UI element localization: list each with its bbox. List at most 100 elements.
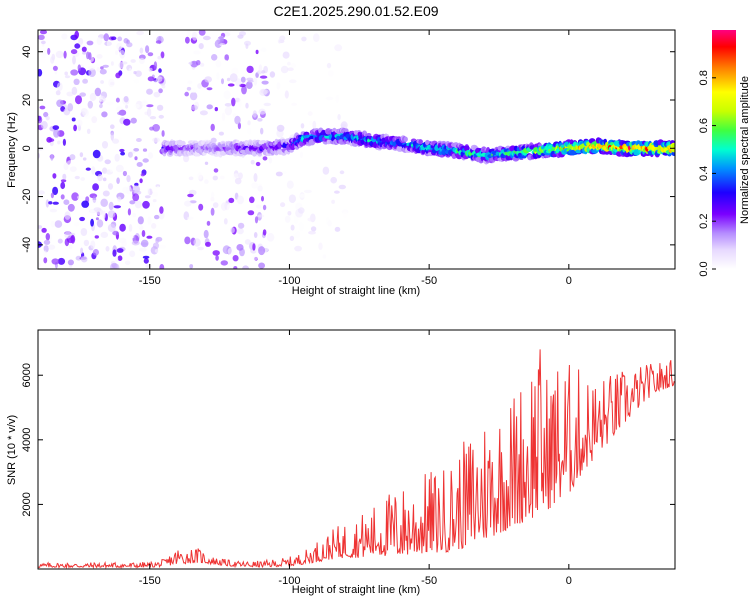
noise-cell-2-26 <box>294 245 302 252</box>
noise-cell-0-15 <box>104 159 111 165</box>
noise-cell-2-67 <box>276 124 285 132</box>
noise-cell-0-263 <box>155 237 160 244</box>
noise-cell-1-126 <box>187 193 194 198</box>
noise-cell-0-249 <box>63 50 67 59</box>
noise-cell-1-93 <box>210 191 215 199</box>
noise-cell-2-34 <box>312 120 317 130</box>
noise-cell-0-124 <box>158 114 164 119</box>
noise-cell-1-146 <box>249 196 255 204</box>
noise-cell-0-95 <box>66 160 75 167</box>
signal-cell <box>671 147 675 153</box>
snr-x-label: Height of straight line (km) <box>292 584 420 596</box>
noise-cell-2-59 <box>298 222 304 231</box>
noise-cell-1-14 <box>260 127 264 135</box>
noise-cell-0-388 <box>158 244 167 249</box>
noise-cell-2-52 <box>338 184 346 190</box>
noise-cell-1-195 <box>220 202 228 211</box>
noise-cell-0-255 <box>62 173 67 180</box>
noise-cell-0-266 <box>86 128 91 134</box>
noise-cell-1-164 <box>204 161 209 165</box>
noise-cell-0-313 <box>93 124 99 133</box>
noise-cell-0-383 <box>117 196 122 202</box>
noise-cell-0-355 <box>80 247 84 255</box>
noise-cell-1-6 <box>241 85 247 95</box>
noise-cell-1-81 <box>233 266 238 269</box>
colorbar-ticks: 0.0 0.2 0.4 0.6 0.8 <box>698 70 716 277</box>
noise-cell-0-368 <box>115 72 121 79</box>
signal-cell <box>180 140 186 147</box>
signal-cell <box>671 151 675 156</box>
noise-cell-0-136 <box>154 214 160 220</box>
noise-cell-0-335 <box>80 228 88 236</box>
noise-cell-1-190 <box>260 89 269 95</box>
noise-cell-1-183 <box>262 156 268 161</box>
noise-cell-0-347 <box>41 40 46 45</box>
noise-cell-0-158 <box>142 148 148 152</box>
noise-cell-0-228 <box>138 181 144 187</box>
noise-cell-2-71 <box>269 71 276 78</box>
noise-cell-0-120 <box>146 108 152 117</box>
noise-cell-0-213 <box>134 103 140 109</box>
noise-cell-0-340 <box>70 234 76 244</box>
noise-cell-1-132 <box>197 35 206 41</box>
noise-cell-0-209 <box>143 258 149 264</box>
noise-cell-1-163 <box>261 195 264 202</box>
noise-cell-0-23 <box>75 95 82 105</box>
noise-cell-1-131 <box>184 200 192 207</box>
snr-x-tick-label: 0 <box>566 575 572 587</box>
noise-cell-2-60 <box>300 123 305 129</box>
noise-cell-0-139 <box>146 104 154 108</box>
noise-cell-0-290 <box>123 96 129 103</box>
noise-cell-1-69 <box>240 76 246 83</box>
noise-cell-1-125 <box>258 246 266 256</box>
noise-cell-0-245 <box>54 220 63 228</box>
noise-cell-0-28 <box>80 177 85 181</box>
noise-cell-1-161 <box>206 250 212 256</box>
noise-cell-2-39 <box>270 169 277 179</box>
noise-cell-2-55 <box>291 102 297 106</box>
noise-cell-1-179 <box>247 120 251 126</box>
noise-cell-0-202 <box>110 81 115 86</box>
noise-cell-0-367 <box>64 231 72 239</box>
noise-cell-0-84 <box>130 59 136 63</box>
noise-cell-2-80 <box>307 111 313 116</box>
noise-cell-1-36 <box>258 262 265 269</box>
figure-title: C2E1.2025.290.01.52.E09 <box>273 3 438 19</box>
noise-cell-0-277 <box>97 98 101 106</box>
noise-cell-1-148 <box>245 102 249 109</box>
noise-cell-1-208 <box>189 61 193 65</box>
x-tick-label: -50 <box>421 275 437 287</box>
noise-cell-1-198 <box>238 99 242 108</box>
noise-cell-2-53 <box>276 82 281 90</box>
noise-cell-2-48 <box>308 120 313 126</box>
noise-cell-1-207 <box>221 112 226 121</box>
noise-cell-0-175 <box>57 238 63 244</box>
noise-cell-0-146 <box>73 124 77 132</box>
noise-cell-2-22 <box>281 170 287 174</box>
noise-cell-0-217 <box>100 80 104 84</box>
noise-cell-0-1 <box>119 223 126 232</box>
noise-cell-1-87 <box>231 97 236 107</box>
noise-cell-0-325 <box>111 36 117 41</box>
colorbar-tick-label: 0.6 <box>698 118 710 133</box>
spectrogram-cells <box>38 30 675 269</box>
noise-cell-1-144 <box>255 204 262 209</box>
noise-cell-0-298 <box>159 264 165 269</box>
snr-x-tick-label: -50 <box>421 575 437 587</box>
signal-cell <box>575 149 582 154</box>
noise-cell-0-43 <box>153 33 159 39</box>
noise-cell-0-326 <box>91 199 98 204</box>
noise-cell-0-381 <box>136 30 145 36</box>
noise-cell-1-124 <box>206 104 213 110</box>
noise-cell-1-122 <box>221 78 224 85</box>
noise-cell-1-189 <box>234 177 242 185</box>
noise-cell-1-199 <box>253 77 258 86</box>
noise-cell-0-321 <box>117 111 124 116</box>
noise-cell-1-94 <box>204 179 209 184</box>
noise-cell-0-112 <box>60 181 66 190</box>
noise-cell-1-167 <box>190 88 197 94</box>
noise-cell-0-286 <box>67 203 75 212</box>
noise-cell-0-208 <box>48 244 56 250</box>
noise-cell-0-342 <box>152 137 161 143</box>
spectrogram-panel: -150 -100 -50 0 -40 -20 0 20 40 Height of straig… <box>6 29 676 297</box>
